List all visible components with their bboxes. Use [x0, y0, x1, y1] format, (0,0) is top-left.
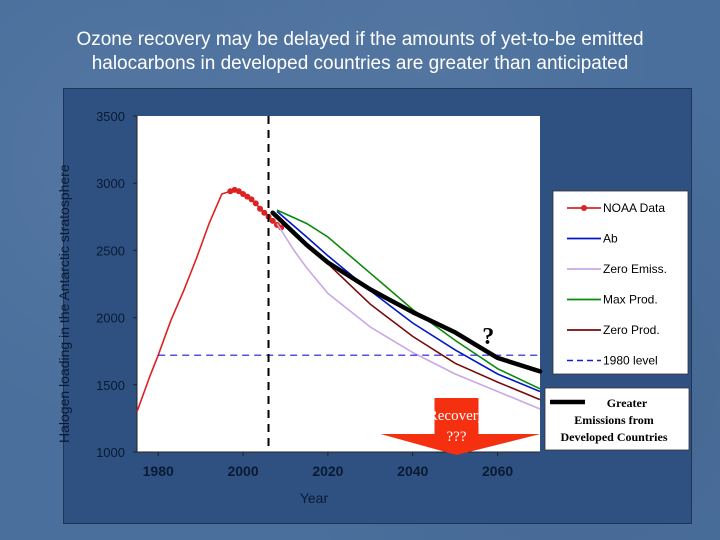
legend-label-max-prod: Max Prod.	[603, 293, 658, 307]
series-noaa-data-point	[269, 217, 276, 224]
recovery-arrow	[380, 398, 541, 455]
greater-emissions-label-line: Developed Countries	[561, 430, 668, 444]
y-tick-label: 2500	[96, 243, 125, 258]
y-tick-label: 3500	[96, 109, 125, 124]
y-axis-label: Halogen loading in the Antarctic stratos…	[56, 164, 72, 443]
x-tick-label: 2000	[227, 463, 258, 479]
series-noaa-data-point	[248, 196, 255, 203]
x-tick-label: 1980	[143, 463, 174, 479]
x-tick-label: 2060	[482, 463, 513, 479]
y-tick-label: 3000	[96, 176, 125, 191]
question-mark: ?	[482, 324, 494, 350]
series-greater-emissions-from-developed-countries	[270, 210, 543, 374]
slide-title-line-1: Ozone recovery may be delayed if the amo…	[76, 29, 644, 50]
y-tick-label: 2000	[96, 311, 125, 326]
y-tick-label: 1000	[96, 445, 125, 460]
slide-title-line-2: halocarbons in developed countries are g…	[91, 53, 629, 74]
series-noaa-data-point	[257, 205, 264, 212]
legend-marker-noaa-data	[581, 205, 587, 211]
legend-label-zero-prod: Zero Prod.	[603, 323, 660, 337]
legend-label-1980-level: 1980 level	[603, 354, 658, 368]
x-tick-label: 2020	[312, 463, 343, 479]
series-max-prod	[276, 209, 541, 390]
series-noaa-data-point	[252, 200, 259, 207]
legend-label-ab: Ab	[603, 232, 618, 246]
series-ab	[276, 210, 541, 393]
greater-emissions-label-line: Emissions from	[574, 413, 653, 427]
recovery-question: ???	[447, 429, 467, 445]
series-zero-emiss	[276, 223, 541, 410]
greater-emissions-box	[544, 387, 690, 451]
series-noaa-data-point	[261, 209, 268, 216]
y-tick-label: 1500	[96, 378, 125, 393]
x-tick-label: 2040	[397, 463, 428, 479]
slide-title: Ozone recovery may be delayed if the amo…	[20, 28, 700, 76]
x-axis-label: Year	[300, 490, 329, 506]
legend-label-zero-emiss: Zero Emiss.	[603, 262, 667, 276]
recovery-label: Recovery	[428, 408, 486, 424]
legend-box	[552, 190, 689, 375]
greater-emissions-label-line: Greater	[607, 396, 648, 410]
legend-label-noaa-data: NOAA Data	[603, 201, 665, 215]
plot-area	[137, 116, 540, 452]
